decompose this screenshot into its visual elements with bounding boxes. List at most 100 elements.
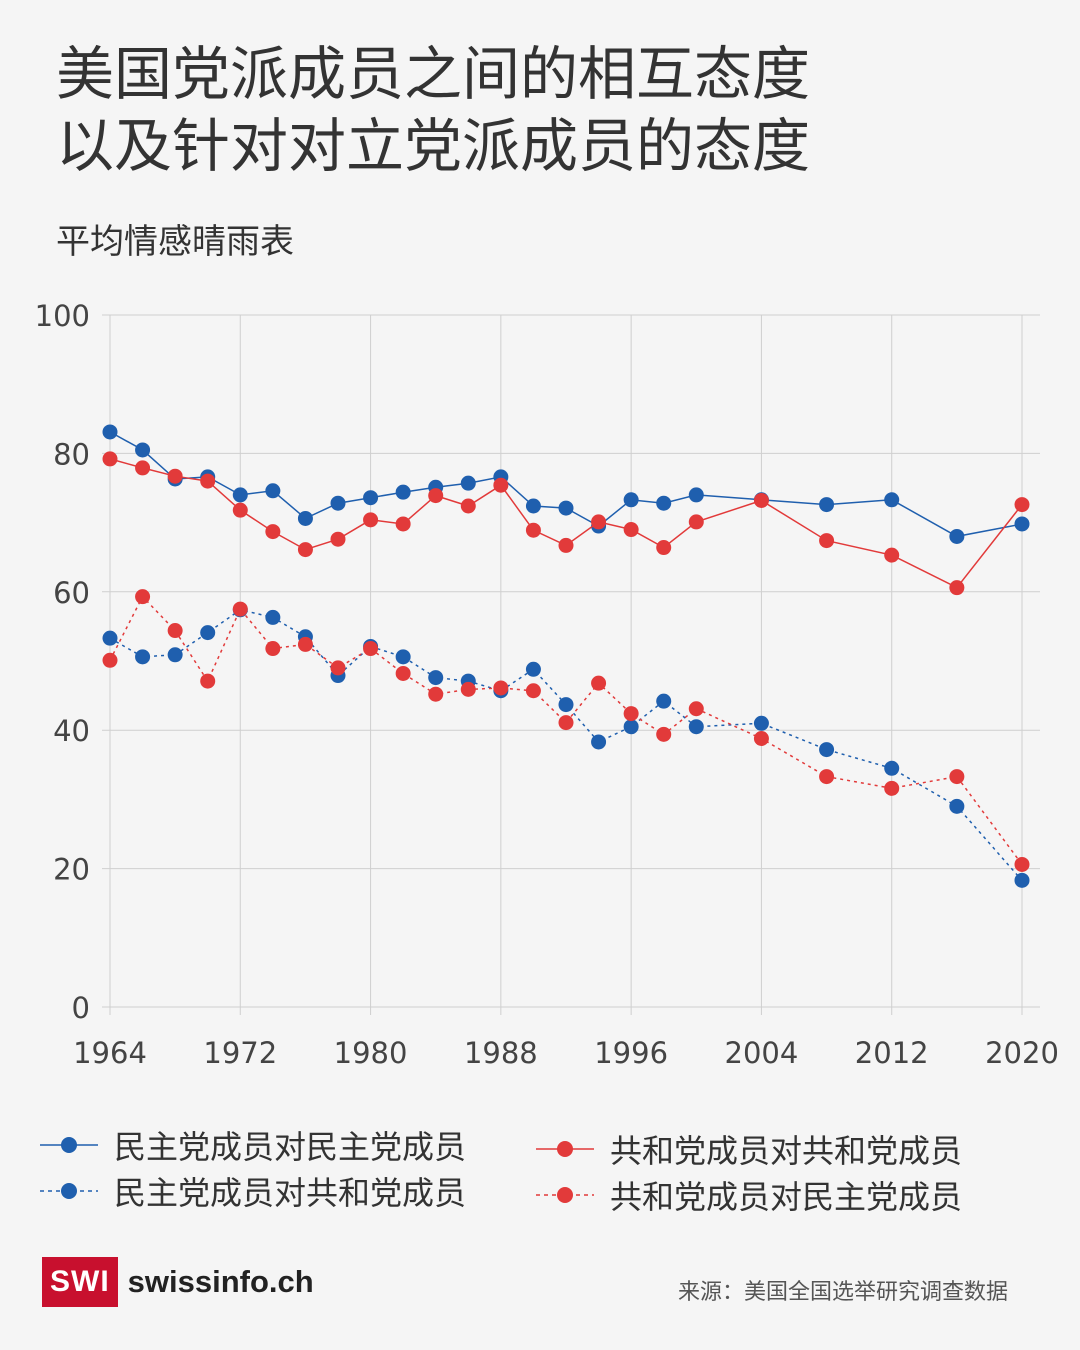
data-point-0-1998 — [656, 495, 672, 511]
chart-title: 美国党派成员之间的相互态度 以及针对对立党派成员的态度 — [56, 38, 1036, 182]
legend-item-dem-dem: 民主党成员对民主党成员 — [40, 1122, 466, 1168]
data-point-3-2000 — [688, 701, 704, 717]
title-line-1: 美国党派成员之间的相互态度 — [56, 40, 811, 108]
series-line-3 — [109, 595, 1023, 865]
data-point-2-2020 — [1014, 497, 1030, 513]
legend-label-dem-rep: 民主党成员对共和党成员 — [114, 1174, 467, 1212]
data-point-0-2016 — [949, 528, 965, 544]
series-line-2 — [109, 458, 1023, 589]
data-point-1-2004 — [753, 715, 769, 731]
data-point-1-1984 — [428, 670, 444, 686]
series-0 — [102, 424, 1030, 544]
grid-lines — [102, 314, 1040, 1015]
data-point-0-1990 — [525, 498, 541, 514]
y-tick-label-60: 60 — [53, 576, 90, 610]
series-layer — [102, 424, 1030, 888]
data-point-3-1990 — [525, 683, 541, 699]
data-point-3-1996 — [623, 706, 639, 722]
data-point-2-1976 — [297, 542, 313, 558]
data-point-3-1966 — [135, 589, 151, 605]
y-axis: 0 20 40 60 80 100 — [35, 299, 90, 1025]
legend-swatch-rep-dem — [536, 1187, 594, 1203]
data-point-0-1982 — [395, 484, 411, 500]
data-point-1-2000 — [688, 719, 704, 735]
data-point-2-1994 — [591, 514, 607, 530]
data-point-2-2000 — [688, 514, 704, 530]
data-point-3-2004 — [753, 731, 769, 747]
x-tick-label-2012: 2012 — [855, 1036, 929, 1070]
series-line-1 — [109, 608, 1023, 881]
data-point-3-1988 — [493, 680, 509, 696]
y-tick-label-80: 80 — [53, 437, 90, 471]
data-point-2-1964 — [102, 451, 118, 467]
data-point-2-2016 — [949, 580, 965, 596]
x-tick-label-1980: 1980 — [334, 1036, 408, 1070]
data-point-3-1984 — [428, 686, 444, 702]
data-point-2-1984 — [428, 488, 444, 504]
data-point-0-1980 — [363, 490, 379, 506]
data-point-3-1980 — [363, 641, 379, 657]
data-point-2-1972 — [232, 502, 248, 518]
data-point-2-1978 — [330, 531, 346, 547]
data-point-1-1968 — [167, 647, 183, 663]
data-point-1-2016 — [949, 798, 965, 814]
data-point-3-1968 — [167, 623, 183, 639]
data-point-3-1970 — [200, 673, 216, 689]
data-point-1-2020 — [1014, 872, 1030, 888]
data-point-1-1990 — [525, 661, 541, 677]
data-point-0-1974 — [265, 483, 281, 499]
legend-swatch-dem-dem — [40, 1137, 98, 1153]
data-point-2-1998 — [656, 540, 672, 556]
data-point-3-1978 — [330, 660, 346, 676]
line-chart: 0 20 40 60 80 100 1964 1972 1980 1988 1996 2004 201… — [35, 299, 1059, 1070]
data-point-2-1986 — [460, 498, 476, 514]
data-point-1-2008 — [819, 742, 835, 758]
x-tick-label-2004: 2004 — [725, 1036, 799, 1070]
swi-logo-mark: SWI — [42, 1257, 118, 1307]
y-tick-label-100: 100 — [35, 299, 90, 333]
data-point-3-1976 — [297, 636, 313, 652]
data-point-0-1972 — [232, 487, 248, 503]
data-point-1-1994 — [591, 734, 607, 750]
data-point-1-1970 — [200, 625, 216, 641]
swissinfo-logo-text: swissinfo.ch — [127, 1264, 314, 1299]
series-2 — [102, 451, 1030, 596]
source-note: 来源：美国全国选举研究调查数据 — [677, 1280, 1008, 1305]
data-point-3-1986 — [460, 681, 476, 697]
legend-item-rep-dem: 共和党成员对民主党成员 — [536, 1172, 962, 1218]
data-point-3-2016 — [949, 769, 965, 785]
data-point-2-1980 — [363, 512, 379, 528]
data-point-2-1988 — [493, 477, 509, 493]
y-tick-label-40: 40 — [53, 714, 90, 748]
data-point-3-2012 — [884, 780, 900, 796]
data-point-1-1966 — [135, 649, 151, 665]
legend: 民主党成员对民主党成员 民主党成员对共和党成员 共和党成员对共和党成员 共和党成… — [40, 1122, 1040, 1222]
data-point-2-2008 — [819, 533, 835, 549]
data-point-2-1996 — [623, 522, 639, 538]
data-point-2-2012 — [884, 547, 900, 563]
x-tick-label-2020: 2020 — [985, 1036, 1059, 1070]
data-point-3-1964 — [102, 652, 118, 668]
series-1 — [102, 602, 1030, 888]
data-point-2-1966 — [135, 460, 151, 476]
data-point-0-1964 — [102, 424, 118, 440]
y-tick-label-20: 20 — [53, 853, 90, 887]
data-point-2-1982 — [395, 516, 411, 532]
data-point-3-1982 — [395, 665, 411, 681]
data-point-1-1982 — [395, 649, 411, 665]
data-point-0-2008 — [819, 497, 835, 513]
data-point-3-1994 — [591, 675, 607, 691]
data-point-0-1976 — [297, 510, 313, 526]
swissinfo-logo[interactable]: SWI swissinfo.ch — [42, 1257, 314, 1307]
data-point-3-2008 — [819, 769, 835, 785]
data-point-0-1992 — [558, 500, 574, 516]
data-point-1-1992 — [558, 697, 574, 713]
data-point-0-1966 — [135, 442, 151, 458]
legend-label-dem-dem: 民主党成员对民主党成员 — [114, 1128, 467, 1166]
y-tick-label-0: 0 — [72, 991, 90, 1025]
legend-swatch-rep-rep — [536, 1141, 594, 1157]
series-line-0 — [109, 431, 1023, 538]
data-point-3-2020 — [1014, 856, 1030, 872]
data-point-0-2020 — [1014, 516, 1030, 532]
x-tick-label-1996: 1996 — [594, 1036, 668, 1070]
